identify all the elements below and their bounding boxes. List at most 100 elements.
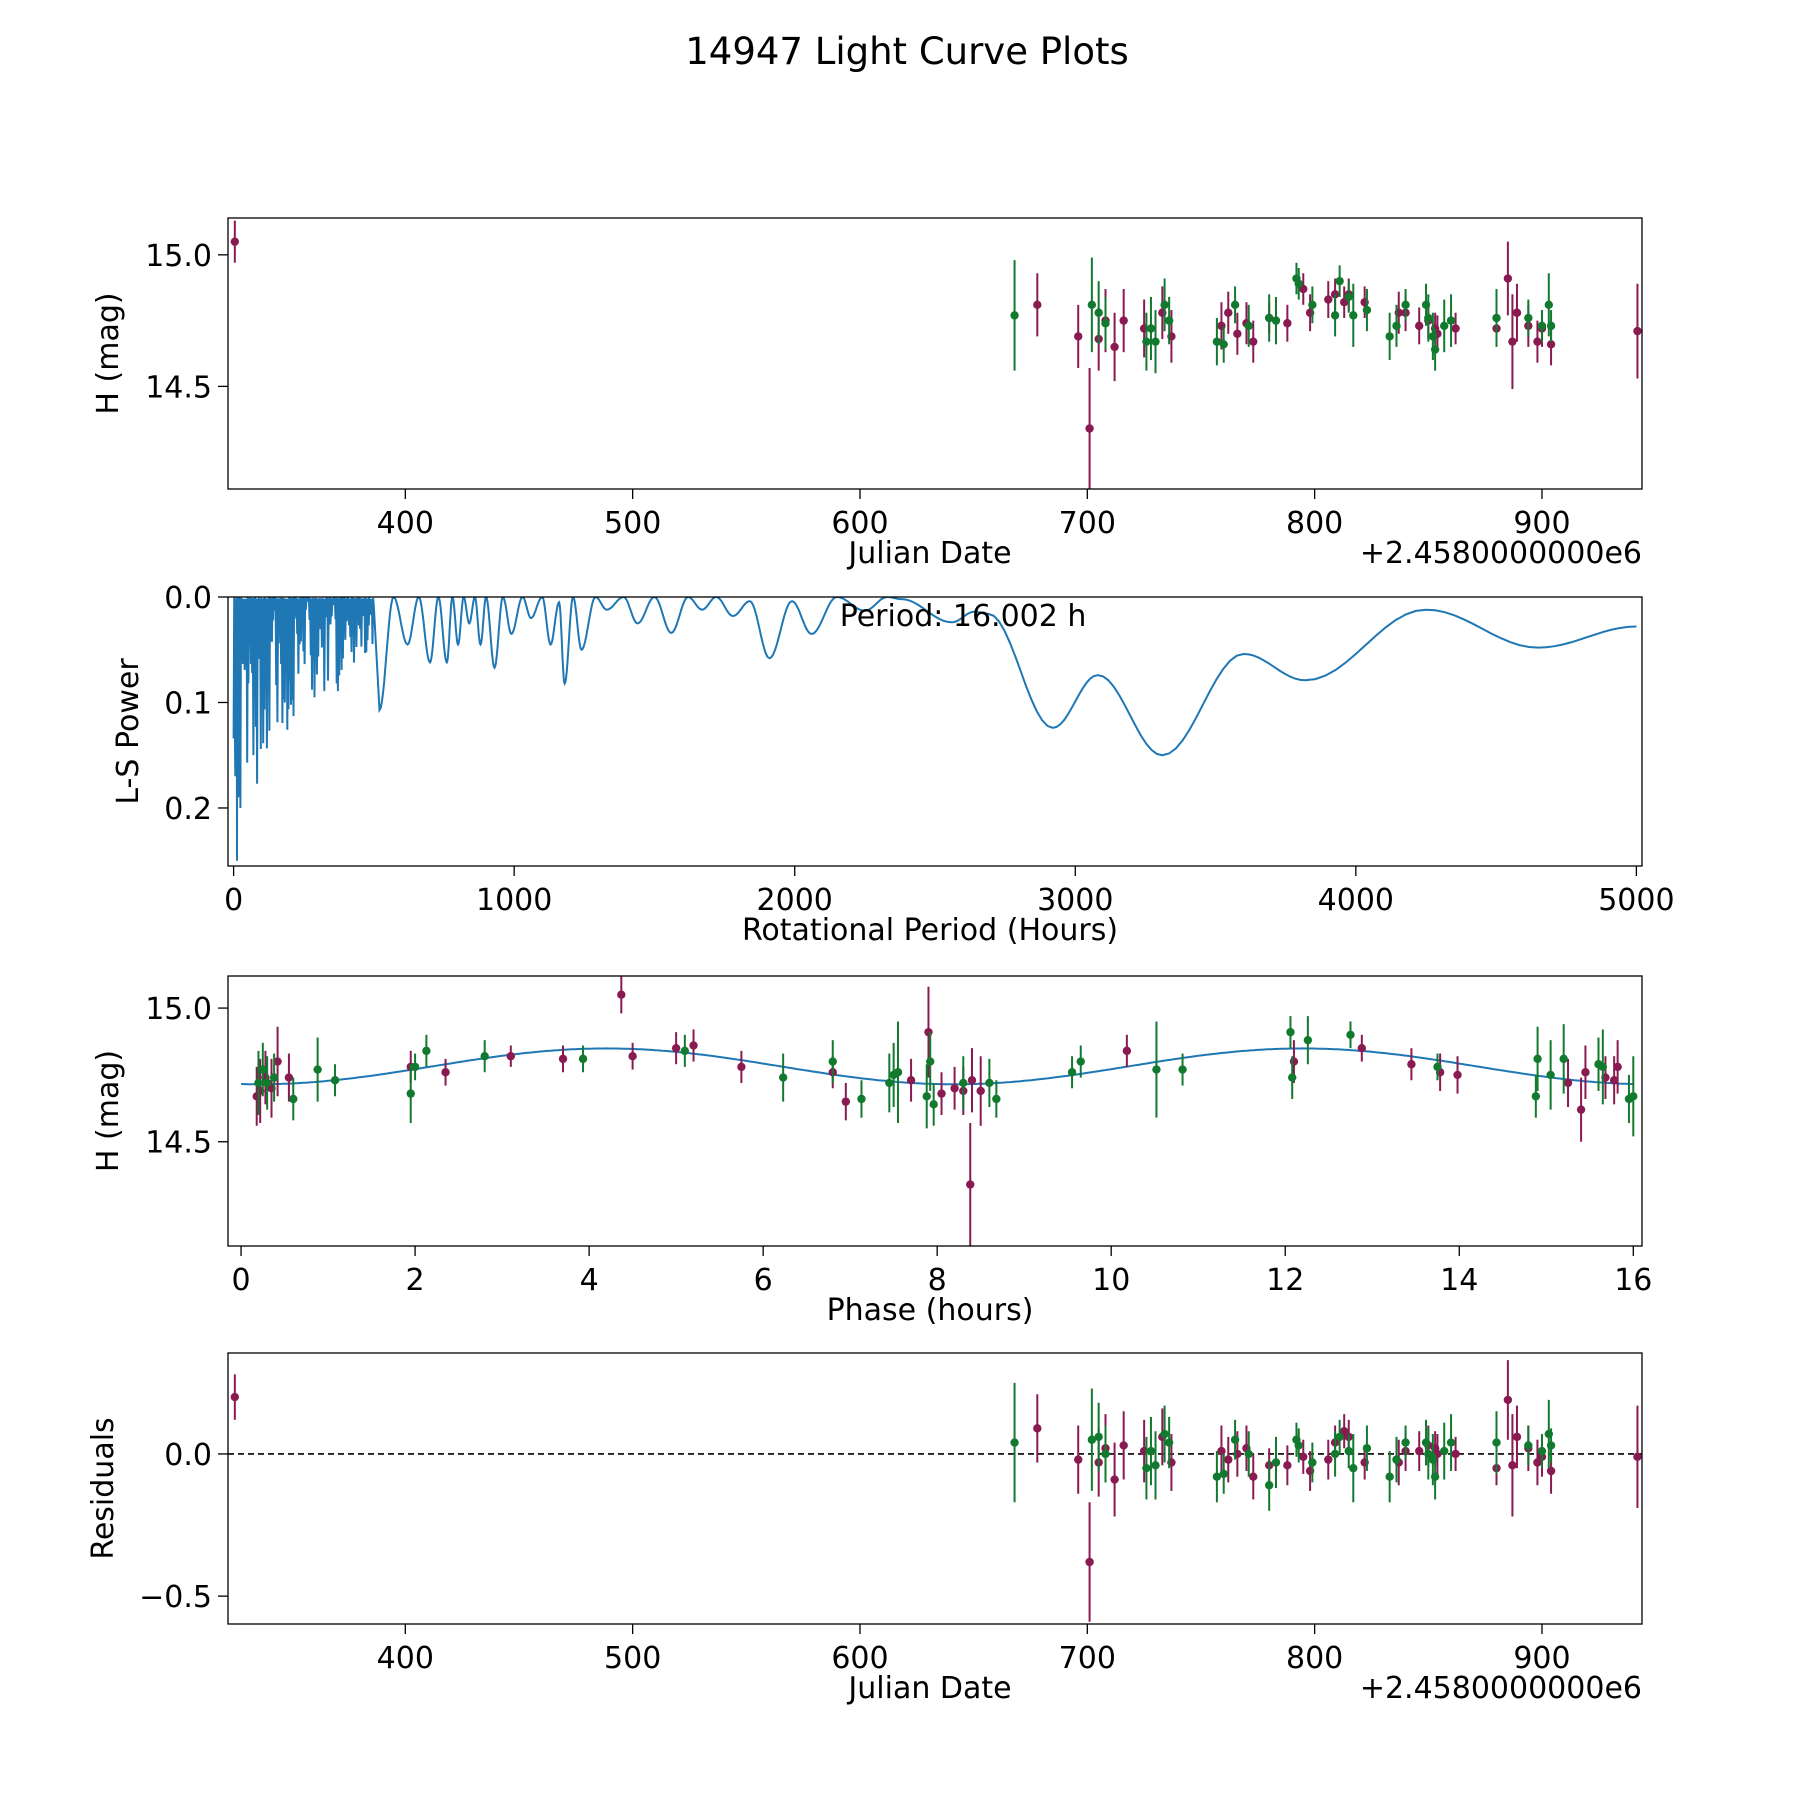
- data-point-green: [992, 1094, 1001, 1104]
- data-point-green: [422, 1046, 431, 1056]
- data-point-maroon: [617, 990, 626, 999]
- data-point-green: [1087, 300, 1097, 310]
- axes-frame: [227, 975, 1643, 1247]
- data-point-green: [1010, 311, 1019, 320]
- data-point-maroon: [1339, 1427, 1349, 1436]
- y-tick-label: 0.2: [164, 792, 212, 827]
- data-point-green: [1076, 1057, 1085, 1066]
- data-point-green: [1546, 1070, 1555, 1080]
- data-point-maroon: [1546, 340, 1556, 349]
- x-tick-label: 2: [406, 1263, 425, 1298]
- y-tick-label: 0.0: [164, 1438, 212, 1473]
- data-point-green: [1308, 300, 1317, 310]
- data-point-maroon: [1503, 274, 1513, 283]
- x-tick-label: 0: [232, 1263, 251, 1298]
- data-point-green: [1294, 1441, 1303, 1450]
- x-tick-label: 900: [1513, 1641, 1570, 1676]
- data-point-maroon: [230, 237, 240, 246]
- data-point-maroon: [1453, 1070, 1462, 1080]
- data-point-maroon: [1110, 1475, 1119, 1484]
- data-point-green: [1537, 321, 1547, 331]
- data-point-green: [1424, 1449, 1433, 1459]
- data-point-green: [1430, 1472, 1440, 1481]
- data-point-green: [1492, 1438, 1501, 1447]
- y-axis-label: H (mag): [91, 1050, 126, 1172]
- data-point-green: [1385, 332, 1394, 341]
- data-point-green: [1349, 311, 1358, 320]
- data-point-maroon: [1451, 1449, 1460, 1459]
- data-point-maroon: [967, 1076, 977, 1085]
- data-point-maroon: [1512, 1432, 1522, 1442]
- x-axis-label: Rotational Period (Hours): [742, 913, 1118, 948]
- x-tick-label: 2000: [757, 883, 833, 918]
- data-point-maroon: [671, 1043, 681, 1053]
- data-point-maroon: [1119, 1441, 1128, 1450]
- x-offset-text: +2.4580000000e6: [1360, 1671, 1642, 1706]
- data-point-maroon: [924, 1027, 933, 1037]
- data-point-green: [929, 1100, 938, 1109]
- x-tick-label: 4000: [1318, 883, 1394, 918]
- x-tick-label: 5000: [1598, 883, 1674, 918]
- data-point-green: [410, 1062, 420, 1072]
- data-point-green: [1544, 300, 1553, 310]
- data-point-maroon: [1508, 337, 1517, 346]
- data-point-maroon: [1581, 1068, 1590, 1077]
- data-point-green: [1349, 1463, 1358, 1473]
- data-point-maroon: [1033, 300, 1042, 310]
- x-tick-label: 14: [1440, 1263, 1478, 1298]
- data-point-green: [1346, 1030, 1355, 1040]
- x-tick-label: 800: [1286, 1641, 1343, 1676]
- data-point-maroon: [1613, 1062, 1622, 1072]
- data-point-maroon: [1033, 1424, 1042, 1433]
- data-point-green: [1212, 1472, 1222, 1481]
- x-offset-text: +2.4580000000e6: [1360, 536, 1642, 571]
- data-point-maroon: [1533, 337, 1542, 346]
- x-tick-label: 16: [1614, 1263, 1652, 1298]
- x-tick-label: 900: [1513, 506, 1570, 541]
- data-point-green: [578, 1054, 588, 1064]
- panel-residuals: 400 500 600 700 800 900 0.0 −0.5 Julian Date Resi…: [86, 1352, 1643, 1706]
- y-tick-label: 15.0: [145, 992, 212, 1027]
- data-point-maroon: [1074, 332, 1083, 341]
- data-point-green: [1087, 1435, 1097, 1444]
- y-tick-label: 0.1: [164, 686, 212, 721]
- data-point-green: [1101, 319, 1110, 328]
- data-point-green: [254, 1078, 263, 1088]
- data-point-green: [828, 1057, 837, 1066]
- data-point-maroon: [1357, 1043, 1367, 1053]
- data-point-green: [1230, 1435, 1240, 1444]
- data-point-green: [1362, 1444, 1372, 1453]
- data-point-green: [1492, 313, 1501, 323]
- x-axis-label: Phase (hours): [827, 1293, 1034, 1328]
- data-point-maroon: [966, 1180, 975, 1189]
- data-point-green: [1546, 1441, 1556, 1450]
- data-point-green: [1598, 1062, 1608, 1072]
- data-point-maroon: [1249, 337, 1258, 346]
- x-tick-label: 8: [928, 1263, 947, 1298]
- data-point-green: [1271, 316, 1281, 325]
- data-point-green: [1271, 1458, 1281, 1467]
- data-point-green: [1010, 1438, 1019, 1447]
- data-point-green: [1287, 1073, 1297, 1082]
- data-point-maroon: [689, 1041, 698, 1050]
- data-point-maroon: [950, 1084, 959, 1093]
- data-point-green: [1440, 321, 1449, 331]
- data-point-green: [1559, 1054, 1568, 1064]
- data-point-green: [1629, 1092, 1638, 1101]
- data-point-green: [1212, 337, 1222, 346]
- data-point-maroon: [1563, 1078, 1573, 1088]
- period-annotation: Period: 16.002 h: [840, 599, 1087, 634]
- data-point-maroon: [506, 1051, 515, 1061]
- x-tick-label: 600: [831, 1641, 888, 1676]
- data-point-maroon: [1233, 329, 1242, 338]
- x-tick-label: 700: [1059, 1641, 1116, 1676]
- y-tick-label: −0.5: [139, 1580, 212, 1615]
- data-point-green: [1146, 324, 1156, 333]
- data-point-maroon: [906, 1076, 916, 1085]
- x-tick-label: 800: [1286, 506, 1343, 541]
- data-point-green: [1219, 340, 1228, 349]
- data-point-green: [1067, 1068, 1077, 1077]
- data-point-green: [1330, 1449, 1340, 1459]
- data-point-green: [1335, 1432, 1344, 1442]
- x-tick-label: 12: [1266, 1263, 1304, 1298]
